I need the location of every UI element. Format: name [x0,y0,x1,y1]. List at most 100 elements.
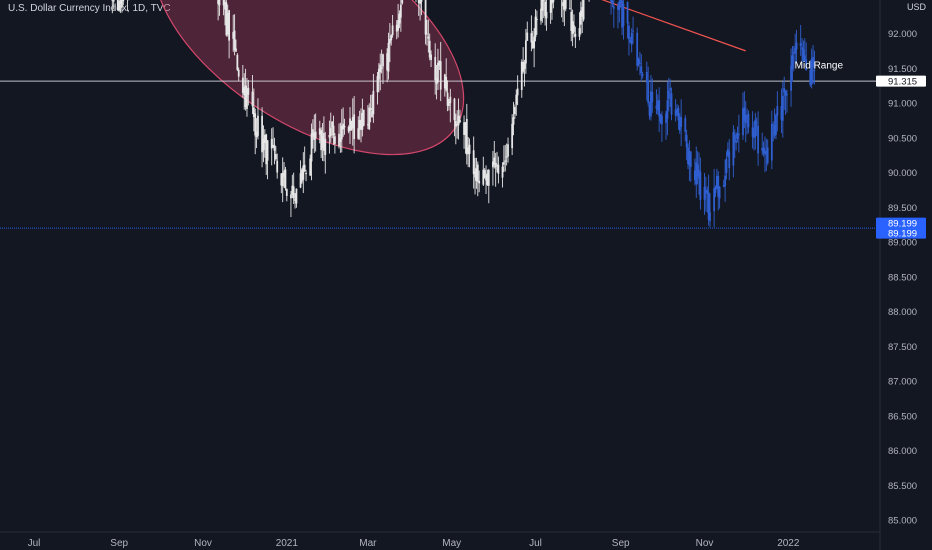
candle-body [361,112,364,130]
candle-body [329,127,332,136]
y-tick-label: 85.000 [888,516,917,527]
candle-body [746,115,748,117]
candle-body [535,18,538,20]
candle-body [119,0,122,4]
candle-body [334,136,336,144]
candle-body [630,33,633,45]
candle-body [342,123,345,130]
candle-body [526,32,529,41]
candle-body [483,170,486,178]
candle-body [656,100,659,111]
candle-body [775,115,777,136]
candle-body [349,118,351,131]
candle-body [312,129,314,137]
candle-body [791,55,794,69]
candle-body [736,133,739,139]
candle-body [328,134,331,138]
candle-body [474,171,476,178]
candle-body [266,140,269,161]
candle-body [369,107,372,111]
candle-body [314,131,317,139]
candle-body [665,113,667,123]
candle-body [699,171,702,200]
candle-body [252,107,255,117]
candle-body [511,123,514,149]
candle-body [397,20,400,31]
candle-body [812,57,814,68]
candle-body [659,114,662,122]
candle-body [434,56,437,81]
candle-body [801,47,803,50]
candle-body [761,147,764,151]
candle-body [666,100,669,119]
x-tick-label: 2021 [276,538,299,549]
candle-body [563,0,566,10]
candle-body [670,93,673,115]
candle-body [617,6,619,10]
candle-body [747,113,750,128]
candle-body [254,113,257,136]
candle-body [387,42,390,72]
y-tick-label: 91.500 [888,64,917,75]
candle-body [324,138,327,155]
candle-body [241,77,244,93]
candle-body [640,66,643,74]
candle-body [399,4,402,18]
candle-body [360,119,362,130]
x-tick-label: May [442,538,461,549]
candle-body [713,188,716,212]
chart-title: U.S. Dollar Currency Index, 1D, TVC [8,3,171,14]
candle-body [684,118,687,132]
candle-body [754,119,757,137]
candle-body [780,106,783,120]
candle-body [446,92,449,106]
candle-body [265,134,268,165]
candle-body [468,144,471,154]
candle-body [351,117,354,129]
y-tick-label: 87.000 [888,377,917,388]
candle-body [456,124,459,126]
x-tick-label: Nov [194,538,212,549]
candle-body [235,48,237,52]
candle-body [382,54,384,67]
candle-body [651,91,654,103]
candle-body [305,173,307,175]
candle-body [610,0,612,2]
candle-body [323,132,325,151]
candle-body [368,107,371,130]
candle-body [722,185,725,187]
candle-body [674,109,677,116]
candle-body [281,172,284,187]
candle-body [350,120,353,130]
candle-body [448,101,450,106]
candle-body [809,69,812,85]
candle-body [753,133,755,138]
candle-body [386,53,389,71]
candle-body [574,33,577,37]
candle-body [632,30,634,32]
candle-body [544,1,547,16]
candle-body [803,55,806,60]
candle-body [728,151,731,169]
currency-label[interactable]: USD [906,2,926,12]
candle-body [645,71,648,83]
price-tag-box [876,217,926,229]
candle-body [376,76,379,93]
candle-body [295,188,298,204]
candle-body [426,33,428,35]
candle-body [377,68,380,80]
candle-body [430,54,432,61]
candle-body [794,47,797,54]
candle-body [263,134,266,143]
candle-body [280,173,283,186]
candle-body [709,212,711,222]
candle-body [111,0,114,1]
candle-body [273,144,276,151]
candle-body [353,114,356,140]
candle-body [496,168,498,170]
candle-body [290,194,292,199]
candle-body [493,157,496,165]
candle-body [247,87,250,95]
